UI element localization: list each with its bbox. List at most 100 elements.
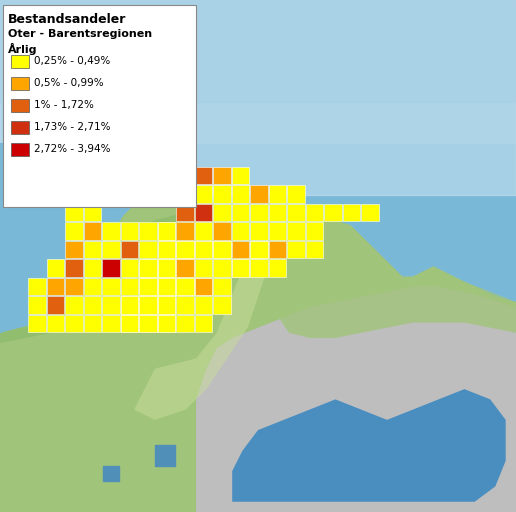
Bar [158, 315, 175, 332]
Bar [214, 167, 231, 184]
Bar [121, 296, 138, 313]
Text: Bestandsandeler: Bestandsandeler [8, 13, 126, 26]
Bar [139, 315, 156, 332]
Bar [195, 296, 212, 313]
Bar [195, 167, 212, 184]
Bar [47, 296, 64, 313]
Text: 0,5% - 0,99%: 0,5% - 0,99% [34, 78, 103, 88]
Bar [155, 445, 175, 466]
Bar [176, 278, 194, 295]
Bar [269, 185, 286, 203]
Bar [176, 241, 194, 258]
Bar [195, 260, 212, 276]
Bar [232, 260, 249, 276]
Bar [11, 121, 28, 134]
Polygon shape [0, 0, 516, 195]
Bar [269, 260, 286, 276]
Polygon shape [196, 287, 516, 512]
Bar [287, 223, 304, 240]
Bar [139, 278, 156, 295]
Bar [306, 223, 323, 240]
Bar [158, 260, 175, 276]
Bar [232, 167, 249, 184]
Bar [176, 278, 194, 295]
Bar [66, 315, 83, 332]
Bar [139, 223, 156, 240]
Bar [195, 185, 212, 203]
Bar [269, 204, 286, 221]
Polygon shape [0, 215, 186, 343]
Bar [139, 296, 156, 313]
Bar [214, 296, 231, 313]
Bar [195, 278, 212, 295]
Bar [121, 278, 138, 295]
Bar [139, 241, 156, 258]
Bar [84, 223, 101, 240]
Bar [158, 278, 175, 295]
Bar [250, 204, 267, 221]
Bar [47, 260, 64, 276]
Bar [158, 278, 175, 295]
Bar [195, 278, 212, 295]
Bar [306, 204, 323, 221]
Bar [269, 241, 286, 258]
Bar [176, 185, 194, 203]
Bar [158, 241, 175, 258]
Bar [139, 315, 156, 332]
Bar [250, 185, 267, 203]
Bar [28, 278, 45, 295]
Bar [176, 315, 194, 332]
Bar [158, 223, 175, 240]
Bar [84, 278, 101, 295]
Bar [158, 315, 175, 332]
Bar [176, 260, 194, 276]
Bar [103, 466, 119, 481]
Bar [103, 315, 120, 332]
Bar [343, 204, 360, 221]
Bar [11, 99, 28, 112]
Bar [214, 241, 231, 258]
Bar [84, 315, 101, 332]
Bar [232, 241, 249, 258]
Bar [214, 185, 231, 203]
Bar [250, 241, 267, 258]
Polygon shape [0, 143, 52, 333]
Text: Årlig: Årlig [8, 43, 37, 55]
Bar [232, 204, 249, 221]
Bar [158, 296, 175, 313]
Bar [232, 223, 249, 240]
Bar [287, 241, 304, 258]
Bar [195, 315, 212, 332]
Bar [232, 185, 249, 203]
Bar [139, 296, 156, 313]
Polygon shape [0, 282, 41, 333]
Bar [121, 241, 138, 258]
Polygon shape [279, 276, 516, 338]
Bar [214, 260, 231, 276]
Bar [84, 204, 101, 221]
Polygon shape [0, 189, 516, 512]
Bar [139, 260, 156, 276]
Bar [176, 204, 194, 221]
Bar [11, 143, 28, 156]
Bar [84, 296, 101, 313]
Bar [214, 241, 231, 258]
Bar [121, 296, 138, 313]
Bar [287, 185, 304, 203]
Bar [121, 260, 138, 276]
Bar [250, 223, 267, 240]
Bar [66, 223, 83, 240]
Bar [232, 260, 249, 276]
Bar [176, 241, 194, 258]
Text: Oter - Barentsregionen: Oter - Barentsregionen [8, 29, 152, 39]
Bar [121, 223, 138, 240]
Bar [158, 223, 175, 240]
Bar [11, 55, 28, 68]
Bar [176, 296, 194, 313]
Bar [214, 204, 231, 221]
Bar [250, 260, 267, 276]
Bar [11, 77, 28, 90]
Bar [195, 223, 212, 240]
Bar [139, 278, 156, 295]
Polygon shape [134, 256, 268, 420]
